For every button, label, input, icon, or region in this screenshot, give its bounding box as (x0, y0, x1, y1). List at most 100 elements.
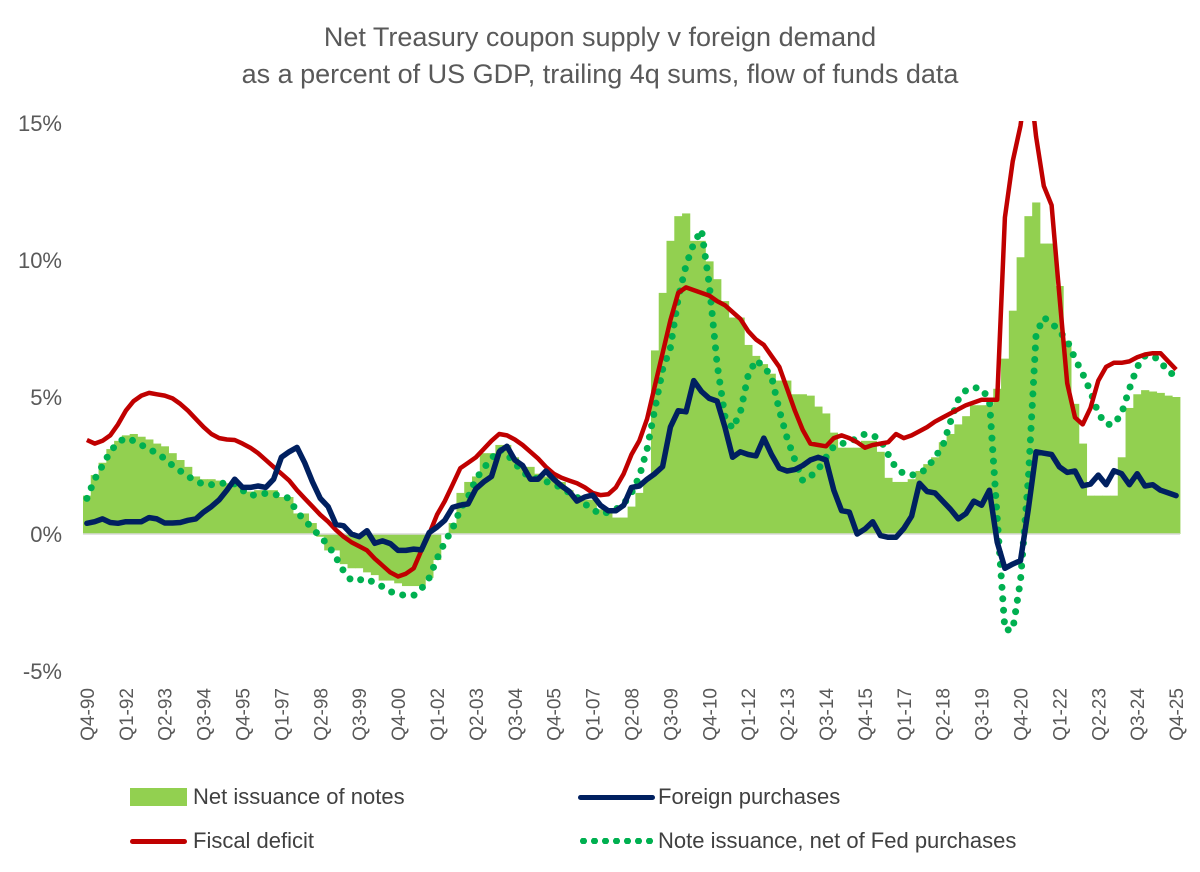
bar-net-issuance (238, 487, 247, 534)
bar-net-issuance (1125, 407, 1134, 534)
bar-net-issuance (331, 534, 341, 551)
bar-net-issuance (1117, 457, 1126, 534)
bar-net-issuance (510, 457, 520, 534)
x-tick-label: Q3-04 (506, 688, 527, 741)
bar-net-issuance (580, 499, 590, 534)
bar-net-issuance (386, 534, 395, 581)
bar-net-issuance (479, 453, 488, 534)
bar-net-issuance (775, 380, 784, 534)
bar-net-issuance (472, 476, 481, 534)
legend-label: Note issuance, net of Fed purchases (658, 828, 1017, 853)
bar-net-issuance (954, 424, 963, 534)
bar-net-issuance (627, 506, 636, 534)
bar-net-issuance (121, 435, 131, 534)
bar-net-issuance (557, 481, 566, 534)
x-tick-label: Q1-07 (584, 688, 605, 741)
bar-net-issuance (503, 444, 512, 534)
bar-net-issuance (1047, 243, 1056, 534)
x-tick-label: Q4-10 (700, 688, 721, 741)
bar-net-issuance (1109, 495, 1119, 534)
bar-net-issuance (1001, 358, 1010, 534)
bar-net-issuance (464, 481, 473, 534)
bar-net-issuance (90, 475, 99, 534)
bar-net-issuance (565, 490, 574, 534)
bar-net-issuance (884, 477, 893, 534)
bar-net-issuance (285, 497, 294, 534)
bar-net-issuance (308, 523, 317, 534)
bar-net-issuance (378, 534, 387, 581)
x-tick-label: Q4-90 (78, 688, 99, 741)
bar-net-issuance (269, 490, 278, 534)
bar-net-issuance (783, 380, 792, 534)
bar-net-issuance (604, 512, 613, 534)
bar-net-issuance (674, 216, 683, 534)
x-tick-label: Q4-05 (545, 688, 566, 741)
line-fiscal-deficit (85, 121, 1178, 579)
x-tick-label: Q2-93 (156, 688, 177, 741)
legend-label: Net issuance of notes (193, 784, 405, 809)
bar-net-issuance (168, 453, 177, 534)
legend-swatch-line (130, 838, 187, 844)
bar-net-issuance (969, 405, 979, 534)
bar-net-issuance (1078, 443, 1088, 534)
bar-net-issuance (261, 490, 271, 534)
bar-net-issuance (409, 534, 418, 587)
bar-net-issuance (650, 350, 660, 534)
bar-net-issuance (246, 491, 255, 534)
bar-net-issuance (191, 476, 201, 534)
bar-net-issuance (518, 466, 527, 534)
bar-net-issuance (962, 416, 971, 534)
legend-item-foreign-purchases: Foreign purchases (578, 784, 840, 810)
bar-net-issuance (184, 466, 193, 534)
bar-net-issuance (573, 495, 582, 534)
bar-net-issuance (1055, 286, 1064, 534)
bar-net-issuance (98, 462, 107, 534)
bar-net-issuance (868, 440, 877, 534)
bar-net-issuance (892, 481, 901, 534)
x-tick-label: Q2-13 (778, 688, 799, 741)
bar-net-issuance (1063, 340, 1072, 534)
bar-net-issuance (985, 405, 994, 534)
bar-net-issuance (215, 480, 224, 534)
x-tick-label: Q1-17 (895, 688, 916, 741)
bar-net-issuance (394, 534, 403, 584)
bar-net-issuance (853, 447, 862, 534)
x-tick-label: Q2-18 (934, 688, 955, 741)
bar-net-issuance (526, 466, 535, 534)
bar-net-issuance (643, 479, 652, 534)
bar-net-issuance (596, 509, 605, 534)
bar-net-issuance (1086, 495, 1095, 534)
bar-net-issuance (495, 444, 504, 534)
legend-item-net-issuance: Net issuance of notes (130, 784, 405, 810)
x-tick-label: Q3-24 (1128, 688, 1149, 741)
bar-net-issuance (923, 464, 932, 534)
bar-net-issuance (106, 449, 115, 534)
bar-net-issuance (806, 395, 815, 534)
x-tick-label: Q2-98 (311, 688, 332, 741)
bar-net-issuance (1148, 391, 1158, 534)
x-tick-label: Q3-09 (661, 688, 682, 741)
bar-net-issuance (425, 534, 434, 578)
y-tick-label: -5% (23, 659, 62, 684)
bar-net-issuance (938, 442, 947, 534)
bar-net-issuance (635, 492, 644, 534)
legend-swatch-dots (578, 838, 655, 844)
bar-net-issuance (744, 344, 753, 534)
bar-net-issuance (401, 534, 411, 587)
bar-net-issuance (658, 292, 667, 534)
bar-net-issuance (790, 394, 800, 534)
x-tick-label: Q1-92 (117, 688, 138, 741)
line-foreign-purchases (84, 377, 1179, 572)
bar-net-issuance (1094, 495, 1103, 534)
bar-net-issuance (347, 534, 356, 569)
legend-label: Fiscal deficit (193, 828, 315, 853)
bar-net-issuance (861, 440, 870, 534)
bar-net-issuance (316, 534, 325, 537)
x-tick-label: Q3-14 (817, 688, 838, 741)
bar-net-issuance (837, 447, 846, 534)
x-tick-label: Q1-22 (1050, 688, 1071, 741)
x-tick-label: Q4-20 (1012, 688, 1033, 741)
y-tick-label: 10% (18, 248, 62, 273)
bar-net-issuance (433, 534, 442, 561)
x-tick-label: Q4-00 (389, 688, 410, 741)
